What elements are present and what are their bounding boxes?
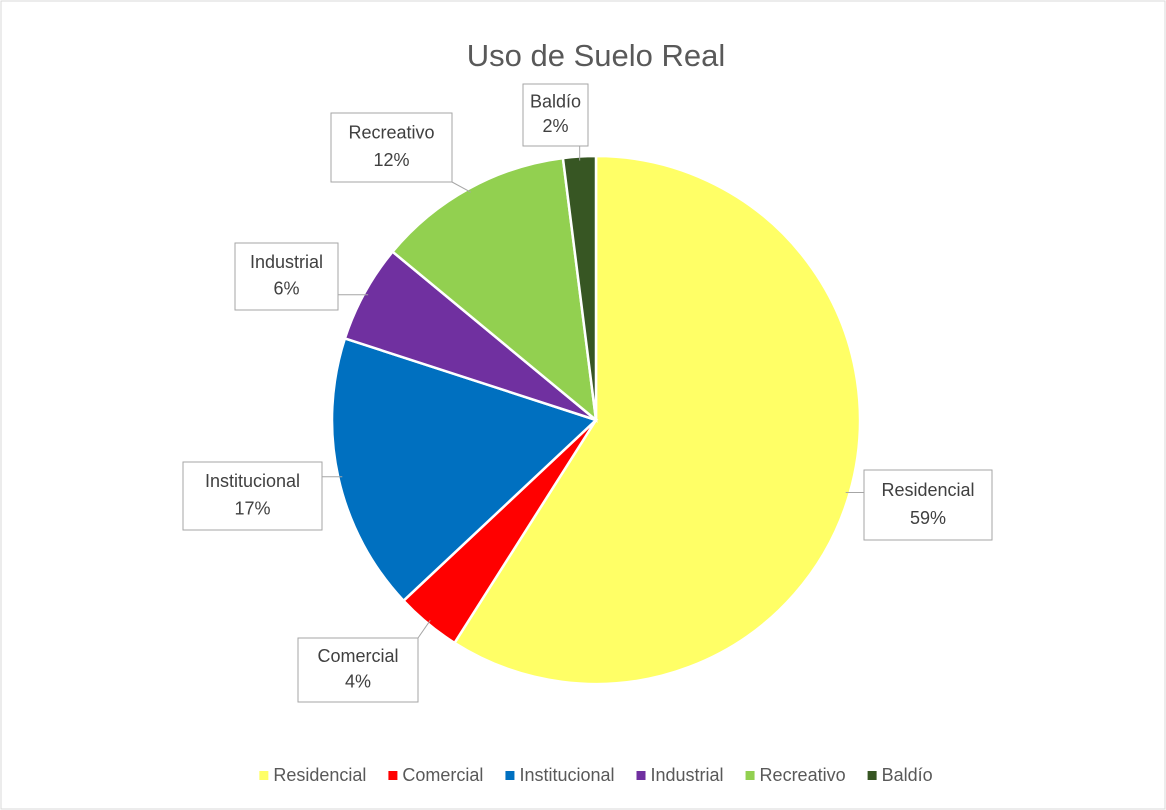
pie-slice [330,336,599,603]
legend-label: Industrial [651,765,724,785]
legend-swatch [867,771,877,780]
legend: Residencial Comercial Institucional Industr… [259,765,933,785]
leader-line [451,181,471,193]
legend-swatch [388,771,398,780]
leader-line [417,620,431,639]
data-label-value: 2% [542,116,568,136]
legend-label: Recreativo [760,765,846,785]
chart-title: Uso de Suelo Real [467,38,726,73]
callout-box [522,83,589,147]
legend-swatch [745,771,755,780]
callout-box [234,242,339,311]
legend-swatch [636,771,646,780]
pie-slice [452,154,862,686]
legend-label: Baldío [882,765,933,785]
legend-swatch [505,771,515,780]
data-label-category: Comercial [317,646,398,666]
data-label-value: 4% [345,672,371,692]
data-label-category: Recreativo [348,122,434,142]
data-label-value: 6% [273,279,299,299]
callout-box [863,469,993,541]
data-label-category: Residencial [881,480,974,500]
callout-box [297,637,419,703]
data-label-category: Institucional [205,471,300,491]
callout-box [330,112,453,183]
legend-label: Institucional [519,765,614,785]
legend-label: Residencial [273,765,366,785]
pie-slice [390,156,598,423]
legend-swatch [259,771,269,780]
data-label-value: 17% [234,498,270,518]
data-label-category: Baldío [530,91,581,111]
legend-label: Comercial [402,765,483,785]
data-label-category: Industrial [250,252,323,272]
data-label-value: 12% [373,150,409,170]
callout-box [182,461,323,531]
data-label-value: 59% [910,508,946,528]
